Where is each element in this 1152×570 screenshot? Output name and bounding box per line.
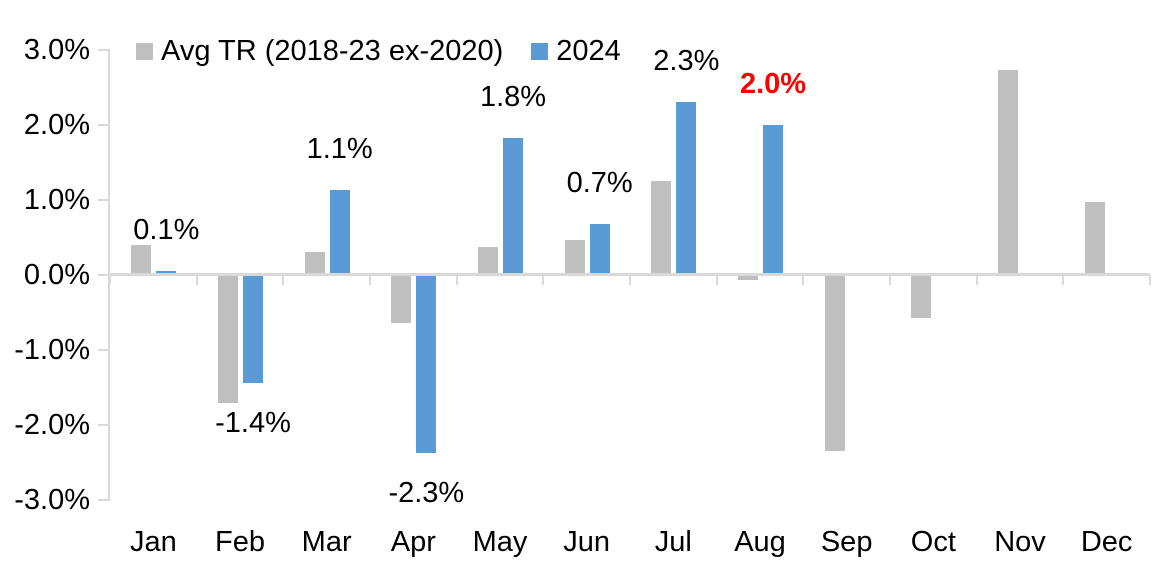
bar-avg-mar [304, 251, 325, 275]
x-axis-tick [282, 276, 285, 285]
y-axis-tick-label: -3.0% [14, 484, 90, 516]
x-axis-label-mar: Mar [301, 526, 352, 558]
y-axis-tick-label: 0.0% [23, 259, 90, 291]
legend-swatch-icon [136, 42, 153, 60]
x-axis-label-oct: Oct [910, 526, 956, 558]
y-axis-tick [98, 49, 108, 51]
y-axis-tick-label: 3.0% [23, 34, 90, 66]
x-axis-tick [1062, 276, 1065, 285]
x-axis-label-jan: Jan [129, 526, 177, 558]
x-axis-label-feb: Feb [215, 526, 265, 558]
y-axis-tick [98, 274, 108, 276]
x-axis-tick [542, 276, 545, 285]
bar-avg-feb [218, 275, 238, 404]
data-label-may: 1.8% [479, 80, 547, 113]
x-axis-tick [629, 276, 631, 285]
bar-avg-oct [911, 275, 932, 318]
x-axis-tick [455, 276, 458, 285]
y-axis-tick [98, 349, 108, 351]
bar-2024-may [503, 137, 523, 275]
x-axis-tick [109, 276, 111, 285]
x-axis-label-apr: Apr [390, 526, 436, 558]
x-axis-tick [1149, 276, 1151, 285]
legend-item-2024: 2024 [531, 36, 621, 66]
y-axis-tick-label: -2.0% [14, 409, 90, 441]
bar-avg-dec [1084, 202, 1105, 275]
bar-avg-may [478, 247, 498, 275]
x-axis-tick [195, 276, 198, 285]
y-axis-tick-label: 2.0% [23, 109, 90, 141]
x-axis-label-jun: Jun [563, 526, 611, 558]
bar-avg-jan [131, 245, 152, 275]
bar-2024-mar [329, 190, 350, 275]
legend-label: 2024 [556, 35, 621, 67]
x-axis-label-may: May [472, 526, 528, 558]
x-axis-label-jul: Jul [654, 526, 692, 558]
data-label-mar: 1.1% [306, 133, 373, 166]
bar-2024-jun [589, 224, 610, 275]
bar-avg-apr [391, 275, 412, 323]
x-axis-tick [975, 276, 978, 285]
data-label-jan: 0.1% [133, 214, 200, 247]
bar-2024-feb [243, 275, 263, 383]
legend-label: Avg TR (2018-23 ex-2020) [161, 35, 504, 67]
bar-avg-nov [998, 70, 1018, 275]
data-label-jul: 2.3% [653, 44, 720, 77]
x-axis-label-aug: Aug [734, 526, 786, 558]
x-axis-label-dec: Dec [1080, 526, 1133, 558]
bar-avg-jun [564, 239, 585, 275]
chart-legend: Avg TR (2018-23 ex-2020) 2024 [136, 36, 649, 66]
x-axis-tick [802, 276, 805, 285]
x-axis-tick [369, 276, 371, 285]
legend-swatch-icon [531, 42, 549, 60]
y-axis-tick [98, 499, 108, 501]
y-axis-tick [98, 424, 108, 426]
y-axis-tick [98, 124, 108, 126]
y-axis-tick-label: -1.0% [14, 334, 90, 366]
bar-2024-jul [676, 101, 697, 275]
bar-2024-aug [763, 125, 783, 275]
bar-avg-aug [738, 275, 758, 281]
bar-2024-apr [416, 275, 437, 453]
data-label-aug: 2.0% [739, 68, 807, 100]
x-axis-tick [715, 276, 718, 285]
x-axis-tick [889, 276, 891, 285]
bar-avg-sep [824, 275, 845, 452]
x-axis-line [108, 273, 1150, 276]
legend-item-avg-tr: Avg TR (2018-23 ex-2020) [136, 36, 503, 66]
bar-avg-jul [651, 181, 672, 275]
data-label-apr: -2.3% [388, 476, 465, 509]
x-axis-label-sep: Sep [820, 526, 873, 558]
y-axis-tick-label: 1.0% [23, 184, 90, 216]
data-label-feb: -1.4% [215, 407, 291, 439]
data-label-jun: 0.7% [566, 167, 633, 199]
y-axis-tick [98, 199, 108, 201]
x-axis-label-nov: Nov [994, 526, 1046, 558]
